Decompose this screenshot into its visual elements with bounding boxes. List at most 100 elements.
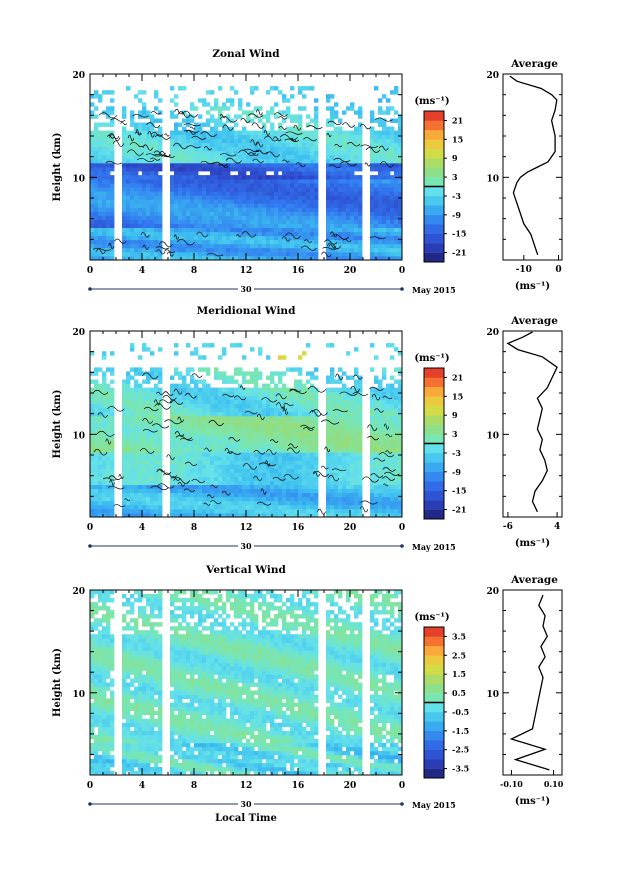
colorbar-tick-label: -3 [452, 191, 461, 201]
colorbar-band [424, 462, 444, 473]
colorbar-band [424, 490, 444, 501]
y-axis-label: Height (km) [52, 648, 63, 717]
date-axis-start [88, 802, 92, 806]
profile-x-tick-label: -10 [516, 265, 532, 275]
profile-line [506, 331, 558, 513]
heatmap-cells [90, 343, 403, 518]
average-profile: Average 10 20 -10 0 (ms⁻¹) [486, 58, 563, 292]
profile-x-tick-label: 0 [555, 265, 561, 275]
profile-x-label: (ms⁻¹) [515, 796, 550, 807]
y-tick-label: 20 [72, 71, 85, 81]
profile-y-tick-label: 20 [486, 587, 499, 597]
colorbar-band [424, 214, 444, 225]
colorbar-tick-label: 21 [452, 115, 463, 125]
y-tick-label: 20 [72, 328, 85, 338]
y-tick-label: 10 [72, 690, 85, 700]
colorbar-band [424, 711, 444, 722]
panel-title: Zonal Wind [212, 48, 280, 60]
colorbar-tick-label: 3 [452, 429, 458, 439]
colorbar-unit: (ms⁻¹) [414, 612, 449, 623]
colorbar-band [424, 129, 444, 140]
y-axis-label: Height (km) [52, 390, 63, 459]
colorbar-tick-label: 21 [452, 372, 463, 382]
colorbar-band [424, 148, 444, 159]
profile-frame [502, 589, 563, 776]
colorbar-band [424, 243, 444, 253]
colorbar-band [424, 415, 444, 425]
colorbar-tick-label: -15 [452, 486, 466, 496]
x-tick-label: 0 [399, 781, 405, 791]
x-ticks [89, 74, 403, 260]
colorbar-band [424, 730, 444, 741]
x-tick-label: 0 [87, 266, 93, 276]
colorbar-band [424, 693, 444, 703]
colorbar-band [424, 111, 444, 121]
profile-y-tick-label: 20 [486, 328, 499, 338]
colorbar-band [424, 768, 444, 779]
colorbar-band [424, 120, 444, 131]
colorbar-band [424, 386, 444, 397]
average-profile: Average 10 20 -0.10 0.10 (ms⁻¹) [486, 574, 563, 807]
colorbar-band [424, 139, 444, 149]
colorbar-band [424, 645, 444, 656]
profile-title: Average [510, 315, 558, 327]
colorbar-tick-label: -0.5 [452, 707, 469, 717]
heatmap-cells [90, 590, 403, 776]
colorbar-tick-label: -2.5 [452, 745, 469, 755]
colorbar-tick-label: -9 [452, 467, 461, 477]
x-tick-label: 8 [191, 266, 197, 276]
date-axis-start [88, 287, 92, 291]
colorbar-band [424, 749, 444, 760]
colorbar-band [424, 759, 444, 769]
colorbar-tick-label: 0.5 [452, 688, 466, 698]
x-tick-label: 0 [399, 266, 405, 276]
colorbar [423, 367, 447, 520]
colorbar-band [424, 509, 444, 520]
colorbar-band [424, 702, 444, 713]
x-axis-label: Local Time [215, 813, 277, 824]
date-axis-start [88, 544, 92, 548]
x-tick-label: 0 [87, 781, 93, 791]
x-tick-label: 16 [292, 781, 305, 791]
colorbar-band [424, 636, 444, 647]
date-day-label: 30 [240, 799, 252, 809]
colorbar-band [424, 177, 444, 187]
profile-frame [502, 330, 563, 518]
y-ticks [90, 589, 402, 776]
x-tick-label: 12 [240, 266, 253, 276]
profile-y-tick-label: 20 [486, 71, 499, 81]
colorbar-band [424, 500, 444, 510]
x-tick-label: 12 [240, 523, 253, 533]
x-tick-label: 4 [139, 523, 145, 533]
colorbar-band [424, 405, 444, 416]
colorbar-tick-label: -15 [452, 229, 466, 239]
x-ticks [89, 331, 403, 517]
profile-x-tick-label: -0.10 [500, 779, 523, 789]
colorbar-band [424, 434, 444, 444]
colorbar-band [424, 452, 444, 463]
heatmap-cells [90, 86, 403, 261]
colorbar-band [424, 252, 444, 263]
colorbar-band [424, 167, 444, 178]
date-month-label: May 2015 [412, 800, 456, 810]
colorbar-unit: (ms⁻¹) [414, 353, 449, 364]
panel-title: Vertical Wind [205, 564, 286, 576]
colorbar-band [424, 674, 444, 684]
contour-lines [92, 108, 394, 258]
y-tick-label: 20 [72, 587, 85, 597]
contour-lines [93, 372, 400, 515]
x-tick-label: 20 [344, 523, 357, 533]
y-tick-label: 10 [72, 174, 85, 184]
colorbar-band [424, 195, 444, 206]
panel-meridional-wind: Meridional Wind 10 20 Height (km) 0 4 8 12 16 20 0… [52, 305, 563, 552]
x-tick-label: 4 [139, 781, 145, 791]
colorbar-band [424, 396, 444, 406]
date-axis-end [400, 544, 404, 548]
colorbar-tick-label: -21 [452, 505, 466, 515]
profile-line [509, 594, 550, 771]
colorbar-band [424, 377, 444, 388]
colorbar-tick-label: 2.5 [452, 650, 466, 660]
colorbar-tick-label: 3.5 [452, 631, 466, 641]
